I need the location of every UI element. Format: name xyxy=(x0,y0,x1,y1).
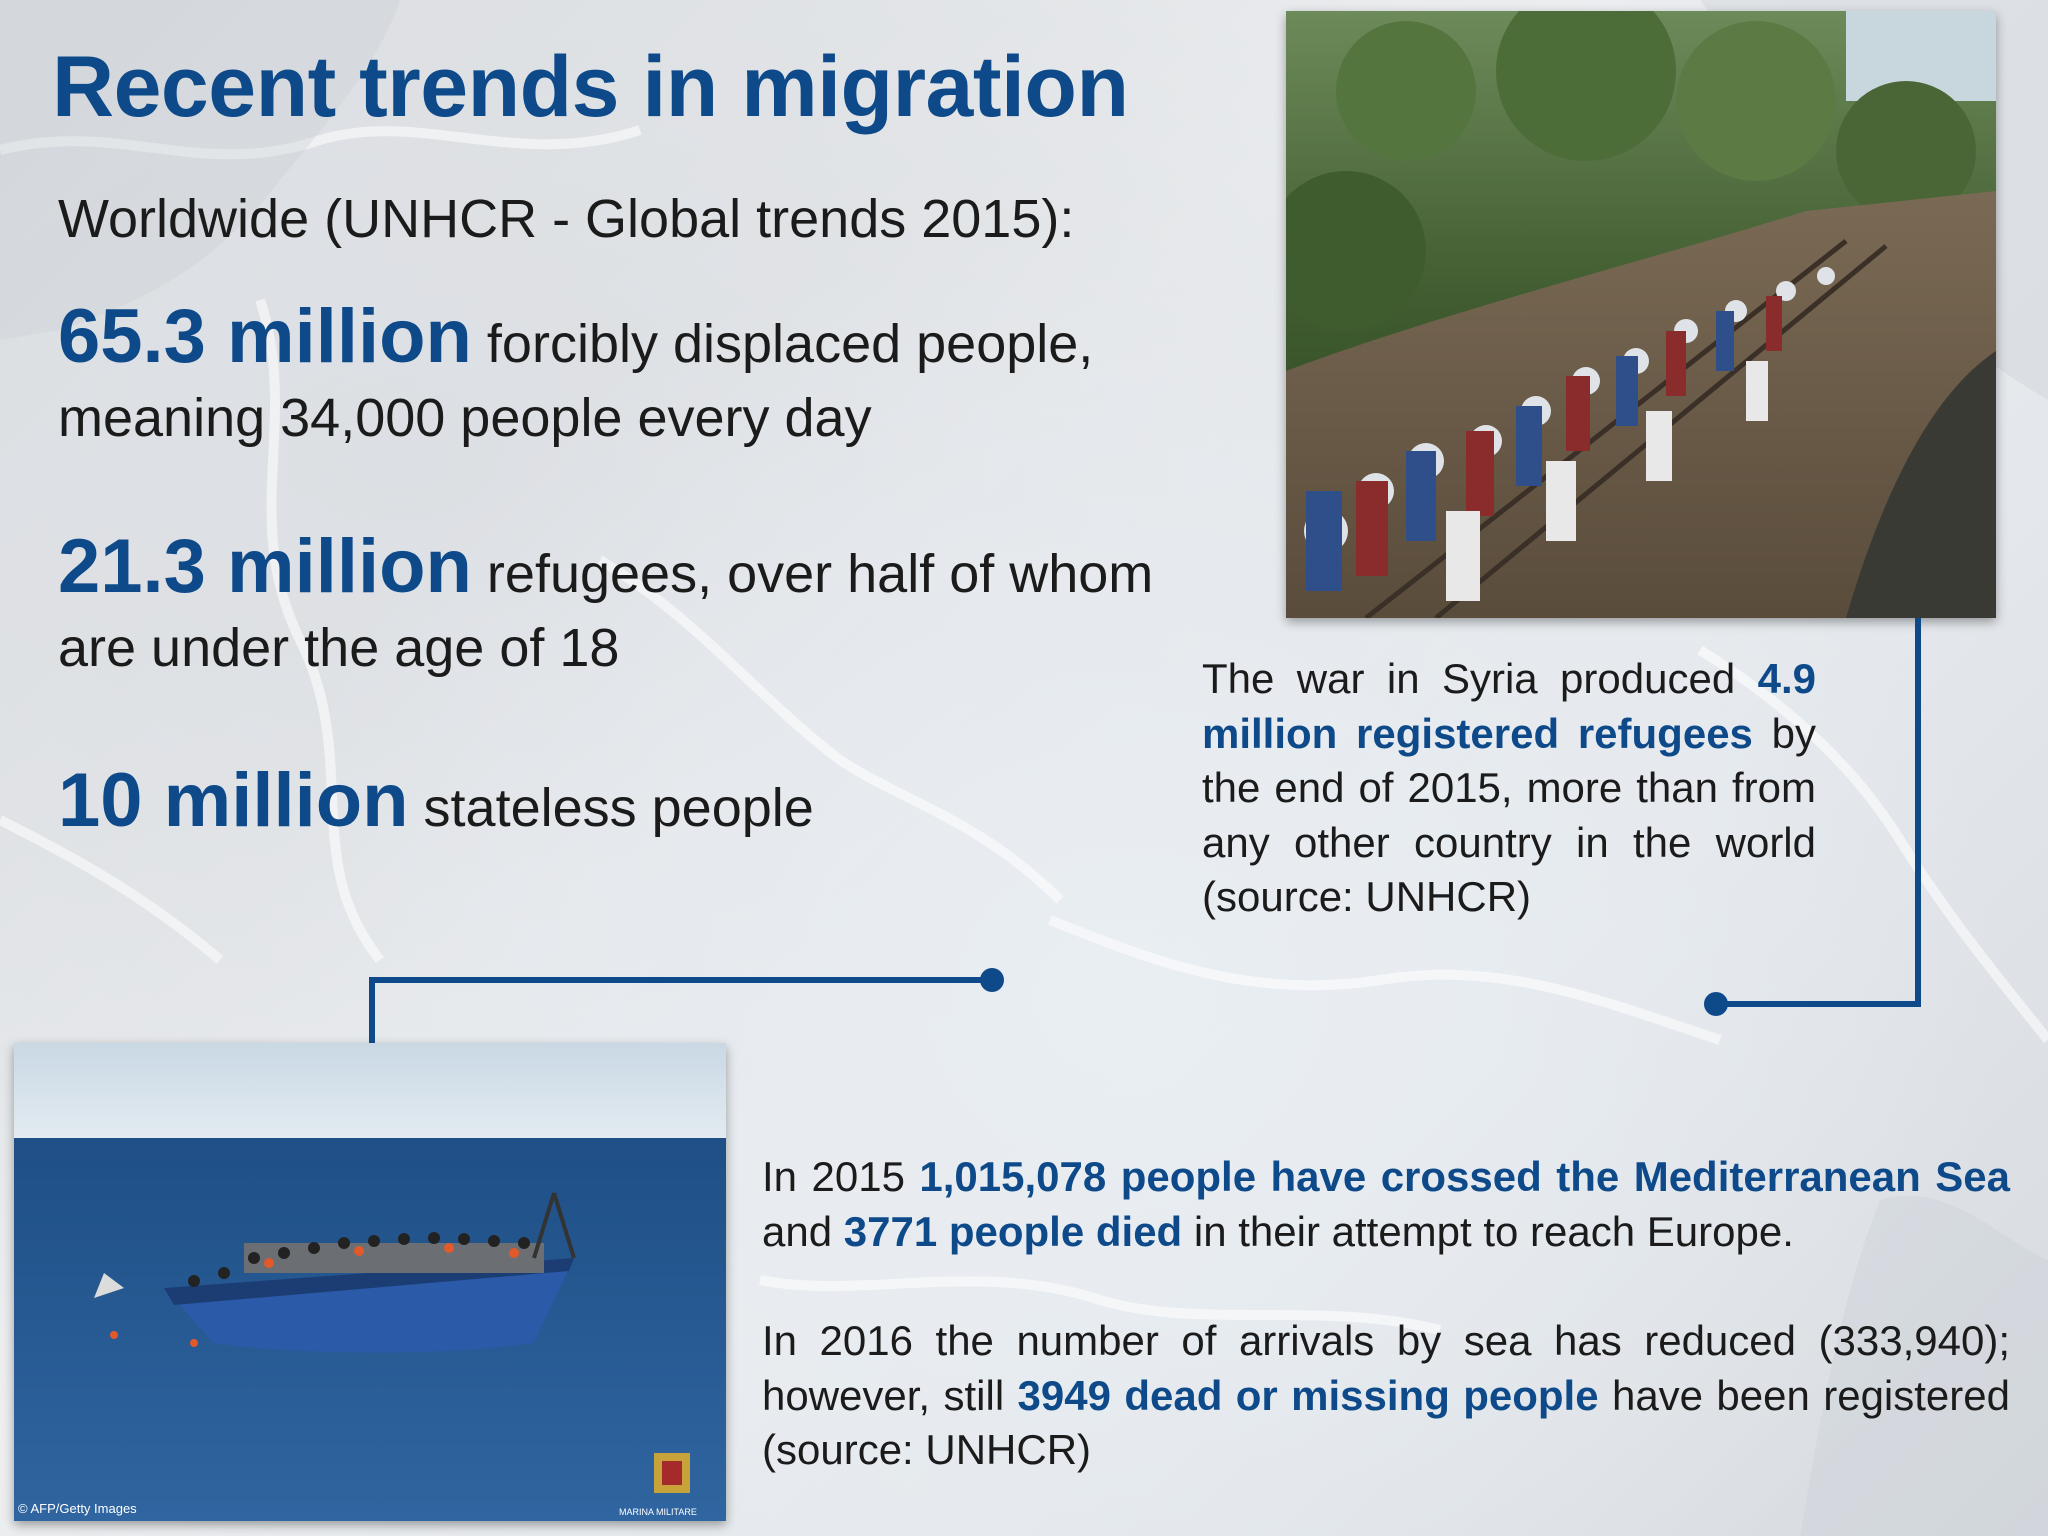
capsizing-boat-photo: © AFP/Getty Images MARINA MILITARE xyxy=(14,1043,726,1521)
p2015-post: in their attempt to reach Europe. xyxy=(1182,1207,1794,1255)
right-connector-dot xyxy=(1704,992,1728,1016)
syria-caption: The war in Syria produced 4.9 million re… xyxy=(1202,652,1816,925)
p2016-pre: In 2016 the number of arrivals by sea ha… xyxy=(762,1317,2010,1419)
stat-displaced-text: forcibly displaced people, meaning 34,00… xyxy=(58,314,1094,448)
marina-militare-credit: MARINA MILITARE xyxy=(619,1507,697,1517)
stat-refugees-number: 21.3 million xyxy=(58,524,472,609)
left-connector-line xyxy=(369,977,992,1043)
stat-displaced: 65.3 million forcibly displaced people, … xyxy=(58,299,1158,455)
stat-stateless-text: stateless people xyxy=(408,778,814,838)
p2016-post: have been registered (source: UNHCR) xyxy=(762,1371,2010,1474)
p2016-highlight-dead-missing: 3949 dead or missing people xyxy=(1017,1371,1599,1419)
stat-refugees-text: refugees, over half of whom are under th… xyxy=(58,544,1154,678)
stat-stateless: 10 million stateless people xyxy=(58,763,1158,845)
railway-refugees-photo xyxy=(1286,11,1996,618)
left-connector-dot xyxy=(980,968,1004,992)
stat-stateless-number: 10 million xyxy=(58,758,409,843)
syria-caption-highlight: 4.9 million registered refugees xyxy=(1202,655,1816,757)
syria-caption-pre: The war in Syria produced xyxy=(1202,655,1758,702)
p2015-mid: and xyxy=(762,1207,844,1255)
stat-displaced-number: 65.3 million xyxy=(58,294,472,379)
page-title: Recent trends in migration xyxy=(52,39,1129,135)
right-connector-line xyxy=(1716,618,1921,1007)
p2015-pre: In 2015 xyxy=(762,1153,920,1200)
paragraph-2015: In 2015 1,015,078 people have crossed th… xyxy=(762,1150,2010,1259)
p2015-highlight-died: 3771 people died xyxy=(843,1207,1183,1255)
p2015-highlight-crossed: 1,015,078 people have crossed the Medite… xyxy=(919,1153,2010,1200)
railway-refugees-image xyxy=(1286,11,1996,618)
subtitle: Worldwide (UNHCR - Global trends 2015): xyxy=(58,189,1075,249)
paragraph-2016: In 2016 the number of arrivals by sea ha… xyxy=(762,1314,2010,1478)
boat-photo-credit: © AFP/Getty Images xyxy=(18,1501,137,1516)
stat-refugees: 21.3 million refugees, over half of whom… xyxy=(58,529,1158,685)
capsizing-boat-image: © AFP/Getty Images MARINA MILITARE xyxy=(14,1043,726,1521)
syria-caption-post: by the end of 2015, more than from any o… xyxy=(1202,709,1816,921)
